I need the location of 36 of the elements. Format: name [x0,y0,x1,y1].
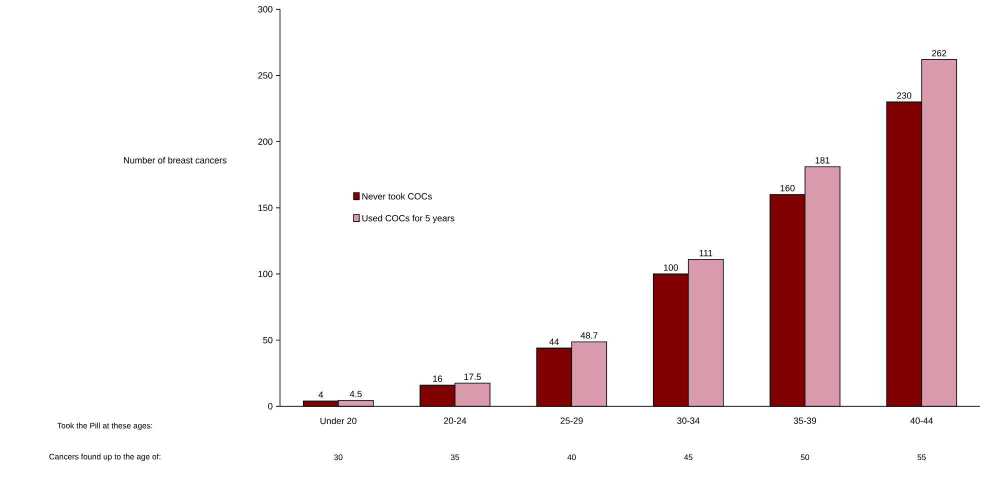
x-tick-label: 25-29 [560,417,583,424]
data-label: 4.5 [350,390,362,398]
x-tick-label: Under 20 [320,418,356,424]
legend-label: Used COCs for 5 years [362,214,454,224]
x-tick-label: 35-39 [794,417,816,424]
data-label: 160 [780,184,795,192]
y-tick-label: 0 [268,403,272,410]
data-label: 44 [549,338,559,345]
data-label: 17.5 [464,374,481,380]
text: 35 [450,454,460,460]
data-label: 16 [433,376,442,382]
y-tick-label: 300 [258,6,272,12]
text: 50 [800,454,810,460]
data-label: 100 [664,264,678,271]
data-label: 181 [816,157,830,164]
data-label: 230 [897,92,912,99]
data-label: 111 [700,250,712,256]
text: 55 [918,454,926,460]
data-label: 48.7 [580,332,598,339]
data-label: 262 [932,50,946,56]
text: 30 [334,454,342,460]
y-axis-title: Number of breast cancers [124,156,226,164]
x-tick-label: 20-24 [444,417,466,424]
y-tick-label: 150 [258,204,272,211]
x-tick-label: 40-44 [910,417,933,424]
y-tick-label: 250 [258,72,272,79]
legend-label: Never took COCs [362,192,432,200]
y-tick-label: 200 [258,138,272,145]
text: 40 [567,454,576,460]
x-tick-label: 30-34 [677,417,700,424]
text: Took the Pill at these ages: [57,422,152,430]
text: Cancers found up to the age of: [49,454,160,462]
y-tick-label: 100 [258,270,272,278]
data-label: 4 [318,392,324,398]
y-tick-label: 50 [263,336,272,344]
text: 45 [684,454,692,460]
